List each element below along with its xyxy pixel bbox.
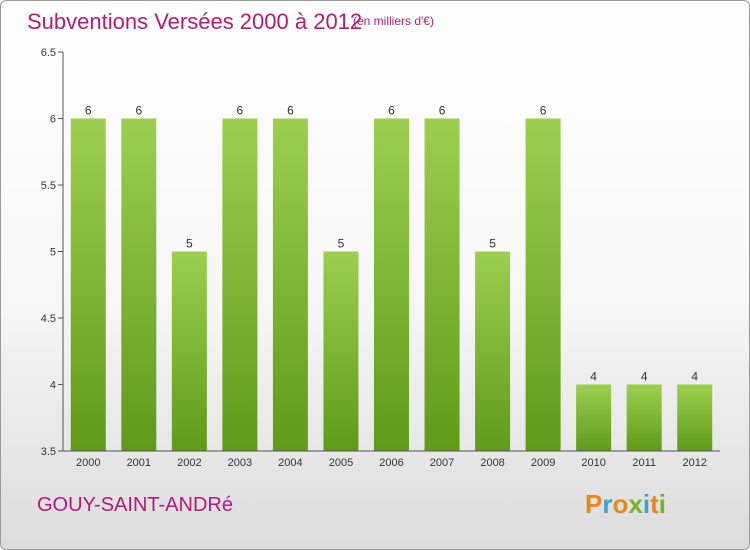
data-label: 4 [691,370,698,384]
x-tick-label: 2002 [177,457,201,469]
data-label: 6 [237,104,244,118]
data-label: 5 [186,237,193,251]
x-tick-label: 2007 [430,457,454,469]
data-label: 6 [135,104,142,118]
x-tick-label: 2006 [379,457,403,469]
data-label: 6 [540,104,547,118]
x-tick-label: 2004 [278,457,302,469]
x-tick-label: 2009 [531,457,555,469]
proxiti-logo[interactable]: Proxiti [585,489,666,520]
y-tick-label: 6 [50,114,56,126]
x-tick-label: 2012 [682,457,706,469]
x-tick-label: 2011 [632,457,656,469]
bar [323,251,359,451]
bar [121,118,157,451]
data-label: 6 [287,104,294,118]
brand-letter: x [628,489,643,519]
chart-title: Subventions Versées 2000 à 2012 [27,9,363,34]
bar [374,118,409,451]
data-label: 6 [439,104,446,118]
brand-letter: P [585,489,603,519]
data-label: 6 [388,104,395,118]
bar [222,118,258,451]
y-tick-label: 3.5 [41,446,56,458]
brand-letter: i [658,489,666,519]
bar [70,118,106,451]
data-label: 5 [338,237,345,251]
x-tick-label: 2003 [228,457,252,469]
x-tick-label: 2000 [76,457,100,469]
bar [272,118,308,451]
bar [626,384,662,451]
y-tick-label: 5 [50,247,56,259]
bar [525,118,561,451]
data-label: 6 [85,104,92,118]
data-label: 4 [590,370,597,384]
commune-name: GOUY-SAINT-ANDRé [37,494,233,516]
x-tick-label: 2010 [581,457,605,469]
chart-subtitle: (en milliers d'€) [353,14,434,28]
x-tick-label: 2008 [480,457,504,469]
data-label: 5 [489,237,496,251]
bar [424,118,460,451]
bar [576,384,612,451]
x-tick-label: 2001 [127,457,151,469]
y-tick-label: 6.5 [41,47,56,59]
bar [171,251,207,451]
x-tick-label: 2005 [329,457,353,469]
brand-letter: r [602,489,613,519]
brand-letter: o [612,489,629,519]
brand-letter: t [650,489,659,519]
bar [677,384,713,451]
y-tick-label: 4 [50,380,56,392]
data-label: 4 [641,370,648,384]
y-tick-label: 5.5 [41,180,56,192]
brand-letter: i [642,489,651,519]
bar [475,251,511,451]
y-tick-label: 4.5 [41,313,56,325]
